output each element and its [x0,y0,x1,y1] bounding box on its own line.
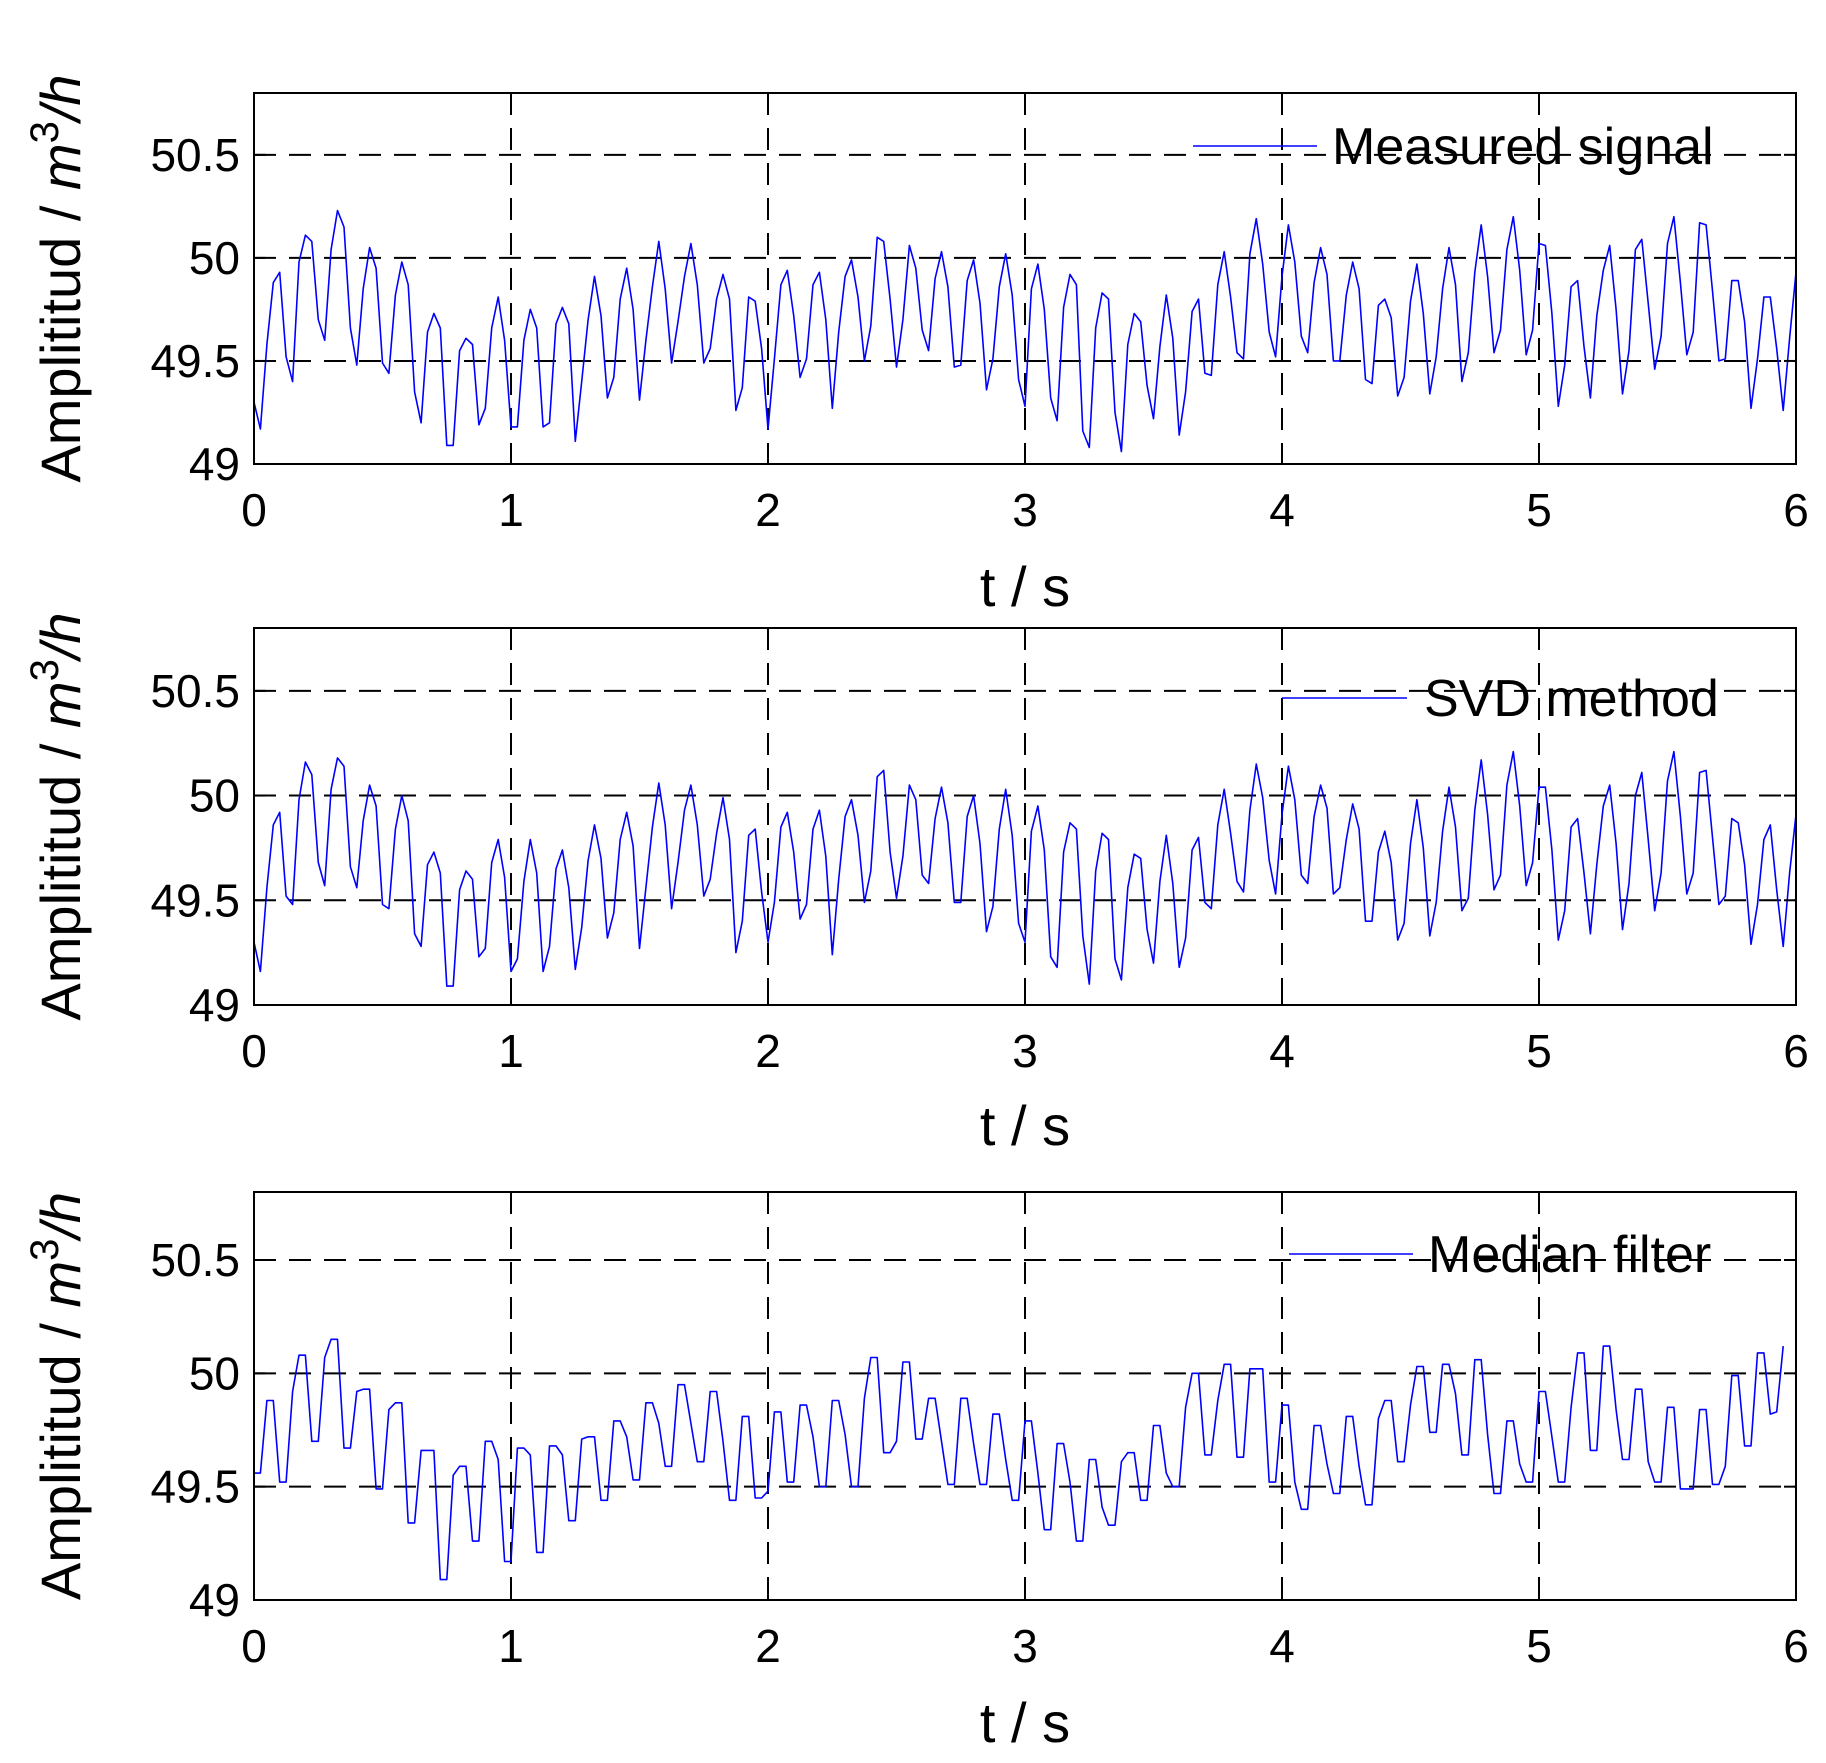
x-tick-label: 2 [755,1025,781,1077]
y-tick-label: 50.5 [150,1234,240,1286]
y-axis-title-sup: 3 [23,1239,67,1261]
x-tick-label: 6 [1783,1025,1809,1077]
series-line-svd-method [253,750,1797,987]
legend-label: Median filter [1428,1226,1711,1284]
x-tick-label: 0 [241,484,267,536]
y-axis-title: Amplititud / m3/h [23,612,92,1020]
y-tick-label: 50.5 [150,129,240,181]
x-axis-title: t / s [980,1691,1070,1754]
y-tick-label: 49.5 [150,335,240,387]
y-axis-title-suffix: /h [29,612,92,663]
x-tick-label: 1 [498,1025,524,1077]
x-tick-label: 3 [1012,1620,1038,1672]
x-tick-label: 0 [241,1620,267,1672]
y-axis-title-sup: 3 [23,121,67,143]
y-tick-label: 50.5 [150,665,240,717]
x-tick-label: 2 [755,484,781,536]
series-line-measured-signal [253,209,1797,453]
y-tick-label: 50 [189,232,240,284]
x-tick-label: 5 [1526,1620,1552,1672]
legend: SVD method [1282,670,1719,728]
legend: Measured signal [1193,118,1714,176]
y-tick-label: 50 [189,770,240,822]
x-tick-label: 1 [498,484,524,536]
x-tick-label: 5 [1526,1025,1552,1077]
y-axis-title-unit: m [29,143,92,190]
x-tick-label: 3 [1012,1025,1038,1077]
series-line-median-filter [254,1338,1784,1581]
x-tick-label: 6 [1783,1620,1809,1672]
y-tick-label: 49 [189,1574,240,1626]
y-tick-label: 49 [189,979,240,1031]
y-axis-title-suffix: /h [29,1192,92,1243]
y-axis-title-prefix: Amplititud / [29,190,92,483]
x-tick-label: 6 [1783,484,1809,536]
legend-label: Measured signal [1332,118,1714,176]
y-tick-label: 49.5 [150,1461,240,1513]
y-axis-title-unit: m [29,1261,92,1308]
x-tick-label: 2 [755,1620,781,1672]
x-tick-label: 0 [241,1025,267,1077]
x-tick-label: 4 [1269,1620,1295,1672]
y-tick-label: 50 [189,1347,240,1399]
y-axis-title-prefix: Amplititud / [29,728,92,1021]
y-axis-title-suffix: /h [29,74,92,125]
y-tick-label: 49.5 [150,874,240,926]
y-tick-label: 49 [189,438,240,490]
y-axis-title-prefix: Amplititud / [29,1308,92,1601]
y-axis-title: Amplititud / m3/h [23,1192,92,1600]
x-tick-label: 4 [1269,1025,1295,1077]
y-axis-title: Amplititud / m3/h [23,74,92,482]
x-tick-label: 1 [498,1620,524,1672]
x-tick-label: 4 [1269,484,1295,536]
x-tick-label: 3 [1012,484,1038,536]
y-axis-title-sup: 3 [23,659,67,681]
x-axis-title: t / s [980,555,1070,618]
x-axis-title: t / s [980,1094,1070,1157]
y-axis-title-unit: m [29,681,92,728]
x-tick-label: 5 [1526,484,1552,536]
legend: Median filter [1289,1226,1711,1284]
legend-label: SVD method [1424,670,1719,728]
